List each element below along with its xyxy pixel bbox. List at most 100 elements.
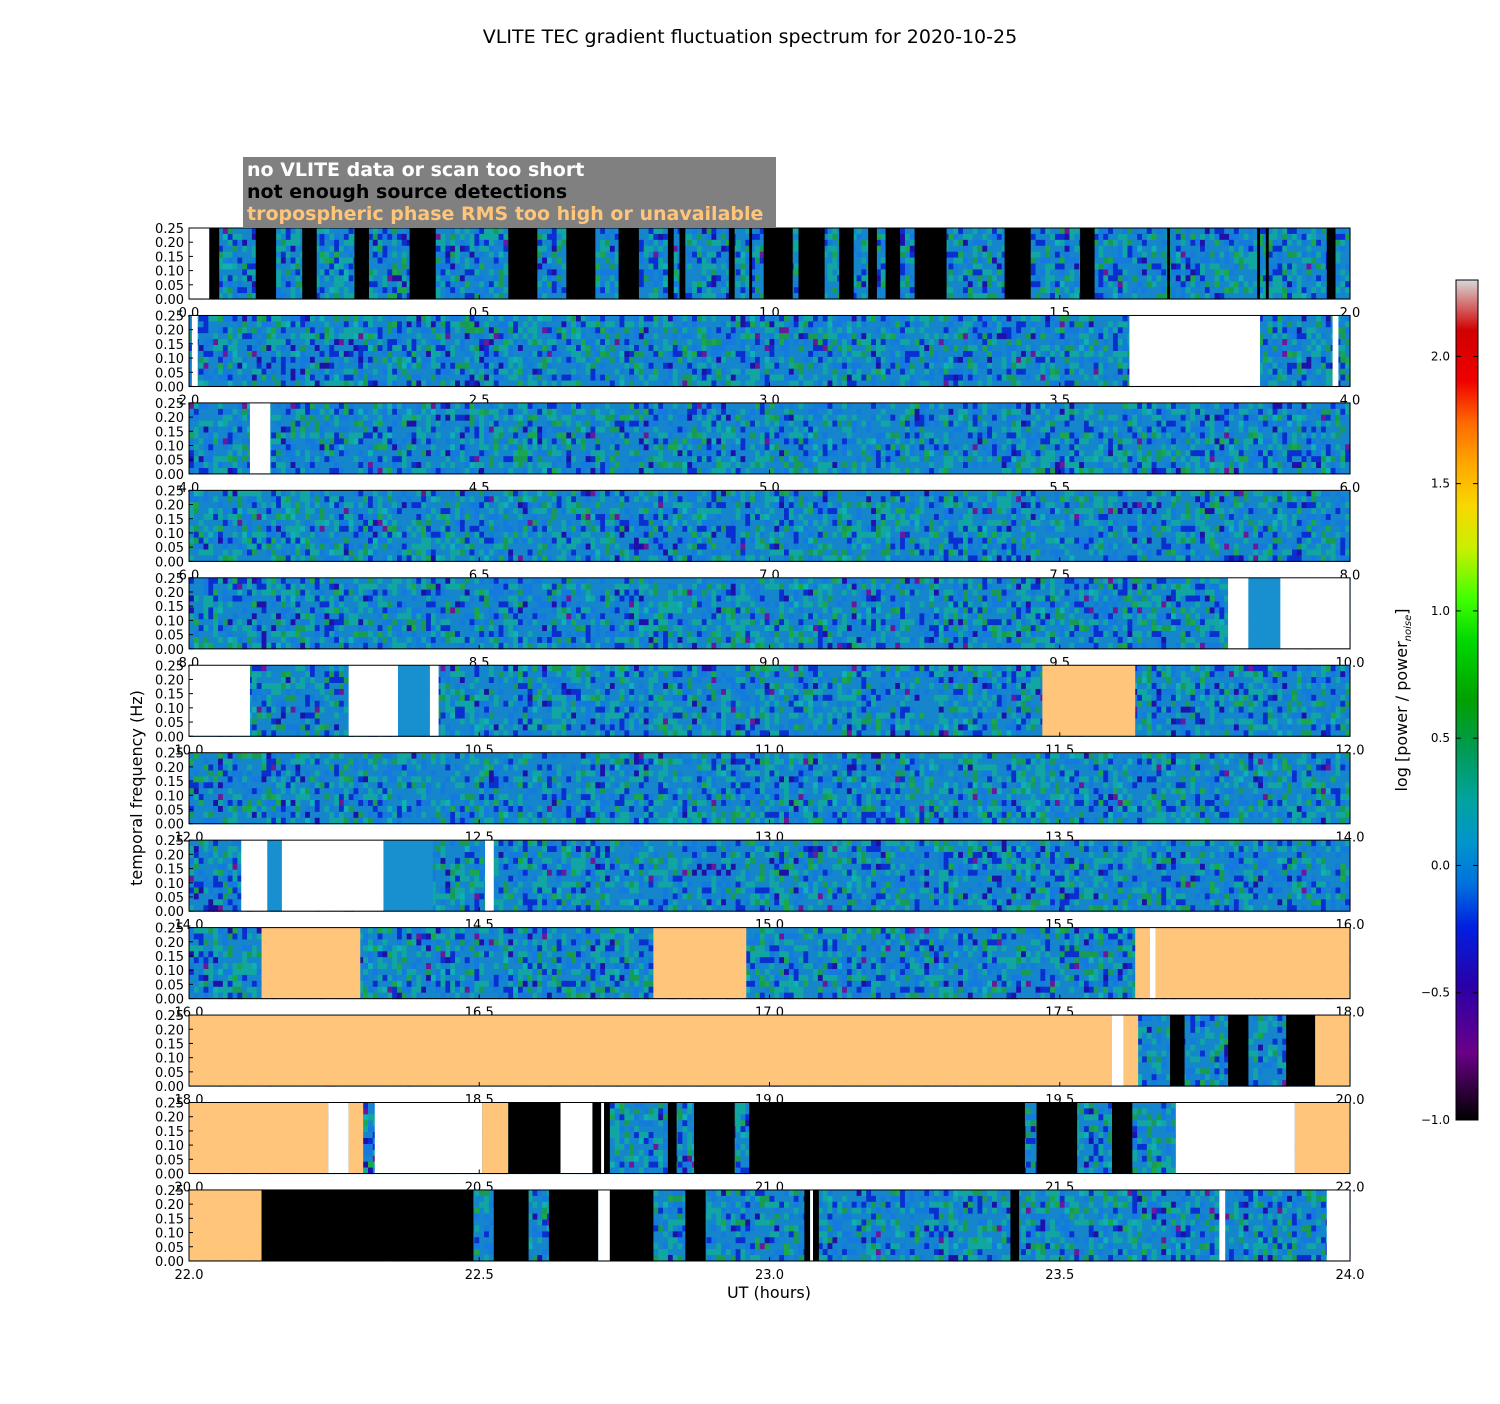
heatmap-cell xyxy=(402,357,407,364)
heatmap-cell xyxy=(653,228,658,235)
heatmap-cell xyxy=(978,275,983,282)
heatmap-cell xyxy=(716,357,721,364)
heatmap-cell xyxy=(857,315,862,322)
heatmap-cell xyxy=(1311,264,1316,271)
heatmap-cell xyxy=(1142,275,1147,282)
heatmap-cell xyxy=(276,264,281,271)
heatmap-cell xyxy=(1205,275,1210,282)
heatmap-cell xyxy=(1060,269,1065,276)
heatmap-cell xyxy=(697,275,702,282)
heatmap-cell xyxy=(987,369,992,376)
heatmap-cell xyxy=(910,258,915,265)
heatmap-cell xyxy=(866,375,871,382)
segment-nodet xyxy=(302,228,317,299)
heatmap-cell xyxy=(465,269,470,276)
heatmap-cell xyxy=(905,258,910,265)
heatmap-cell xyxy=(349,345,354,352)
heatmap-cell xyxy=(1118,287,1123,294)
heatmap-cell xyxy=(595,375,600,382)
heatmap-cell xyxy=(233,375,238,382)
heatmap-cell xyxy=(484,333,489,340)
heatmap-cell xyxy=(499,351,504,358)
heatmap-cell xyxy=(721,275,726,282)
heatmap-cell xyxy=(895,327,900,334)
heatmap-cell xyxy=(547,345,552,352)
heatmap-cell xyxy=(300,339,305,346)
heatmap-cell xyxy=(755,375,760,382)
heatmap-cell xyxy=(620,333,625,340)
heatmap-cell xyxy=(953,269,958,276)
heatmap-cell xyxy=(895,351,900,358)
heatmap-cell xyxy=(324,240,329,247)
heatmap-cell xyxy=(978,369,983,376)
heatmap-cell xyxy=(649,369,654,376)
heatmap-cell xyxy=(852,333,857,340)
heatmap-cell xyxy=(373,252,378,259)
heatmap-cell xyxy=(997,287,1002,294)
heatmap-cell xyxy=(953,339,958,346)
heatmap-cell xyxy=(1292,228,1297,235)
heatmap-cell xyxy=(470,363,475,370)
heatmap-cell xyxy=(968,269,973,276)
heatmap-cell xyxy=(944,339,949,346)
heatmap-cell xyxy=(1147,281,1152,288)
heatmap-cell xyxy=(1161,258,1166,265)
heatmap-cell xyxy=(1132,275,1137,282)
heatmap-cell xyxy=(687,333,692,340)
heatmap-cell xyxy=(1031,252,1036,259)
heatmap-cell xyxy=(944,327,949,334)
heatmap-cell xyxy=(237,357,242,364)
heatmap-cell xyxy=(707,375,712,382)
heatmap-cell xyxy=(503,240,508,247)
heatmap-cell xyxy=(1161,252,1166,259)
heatmap-cell xyxy=(1340,228,1345,235)
heatmap-cell xyxy=(339,275,344,282)
heatmap-cell xyxy=(987,275,992,282)
heatmap-cell xyxy=(895,357,900,364)
heatmap-cell xyxy=(470,321,475,328)
heatmap-cell xyxy=(799,333,804,340)
heatmap-cell xyxy=(1065,258,1070,265)
heatmap-cell xyxy=(474,287,479,294)
heatmap-cell xyxy=(503,327,508,334)
heatmap-cell xyxy=(707,269,712,276)
heatmap-cell xyxy=(711,246,716,253)
heatmap-cell xyxy=(789,321,794,328)
heatmap-cell xyxy=(857,228,862,235)
heatmap-cell xyxy=(953,275,958,282)
heatmap-cell xyxy=(247,321,252,328)
heatmap-cell xyxy=(1195,281,1200,288)
heatmap-cell xyxy=(697,228,702,235)
heatmap-cell xyxy=(465,339,470,346)
heatmap-cell xyxy=(363,375,368,382)
heatmap-cell xyxy=(266,345,271,352)
heatmap-cell xyxy=(1118,269,1123,276)
heatmap-cell xyxy=(1137,246,1142,253)
heatmap-cell xyxy=(828,246,833,253)
heatmap-cell xyxy=(692,339,697,346)
heatmap-cell xyxy=(508,339,513,346)
heatmap-cell xyxy=(291,258,296,265)
heatmap-cell xyxy=(1108,264,1113,271)
heatmap-cell xyxy=(237,234,242,241)
heatmap-cell xyxy=(237,264,242,271)
heatmap-cell xyxy=(1190,264,1195,271)
heatmap-cell xyxy=(450,321,455,328)
heatmap-cell xyxy=(740,246,745,253)
heatmap-cell xyxy=(291,275,296,282)
heatmap-cell xyxy=(387,240,392,247)
heatmap-cell xyxy=(678,369,683,376)
heatmap-cell xyxy=(1200,246,1205,253)
heatmap-cell xyxy=(1065,269,1070,276)
heatmap-cell xyxy=(310,345,315,352)
heatmap-cell xyxy=(1118,252,1123,259)
heatmap-cell xyxy=(644,234,649,241)
heatmap-cell xyxy=(237,281,242,288)
heatmap-cell xyxy=(1176,275,1181,282)
heatmap-cell xyxy=(300,345,305,352)
heatmap-cell xyxy=(813,339,818,346)
heatmap-cell xyxy=(353,357,358,364)
heatmap-cell xyxy=(1234,240,1239,247)
heatmap-cell xyxy=(247,351,252,358)
